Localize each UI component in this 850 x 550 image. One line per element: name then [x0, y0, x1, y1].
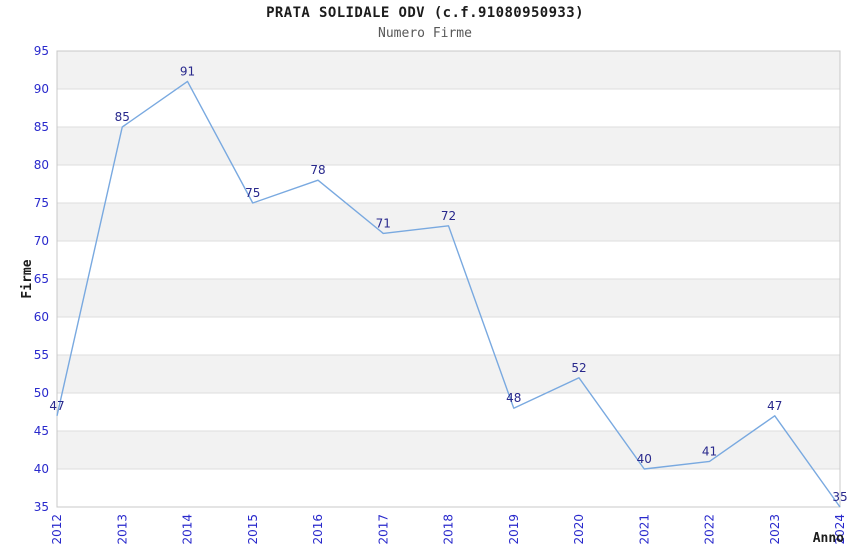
x-tick-label: 2024	[833, 514, 847, 545]
series-line	[56, 80, 841, 508]
chart-title: PRATA SOLIDALE ODV (c.f.91080950933)	[266, 5, 584, 21]
x-tick-label: 2022	[703, 514, 717, 545]
x-axis-title: Anno	[813, 531, 844, 546]
data-point-label: 35	[832, 490, 847, 504]
y-tick-label: 50	[34, 386, 49, 400]
y-tick-label: 35	[34, 500, 49, 514]
x-tick-label: 2014	[181, 514, 195, 545]
data-point-label: 72	[441, 209, 456, 223]
x-tick-label: 2018	[442, 514, 456, 545]
data-point-label: 41	[702, 444, 717, 458]
plot-band	[57, 51, 840, 89]
x-tick-label: 2012	[50, 514, 64, 545]
y-tick-label: 85	[34, 120, 49, 134]
data-point-label: 75	[245, 186, 260, 200]
plot-band	[57, 203, 840, 241]
plot-band	[57, 431, 840, 469]
y-tick-label: 45	[34, 424, 49, 438]
y-axis-title: Firme	[20, 259, 35, 298]
plot-band	[57, 127, 840, 165]
y-tick-label: 70	[34, 234, 49, 248]
x-tick-label: 2023	[768, 514, 782, 545]
x-tick-label: 2015	[246, 514, 260, 545]
x-tick-label: 2016	[311, 514, 325, 545]
plot-border	[56, 50, 841, 508]
data-point-label: 85	[115, 110, 130, 124]
plot-band	[57, 279, 840, 317]
y-tick-label: 65	[34, 272, 49, 286]
x-tick-label: 2019	[507, 514, 521, 545]
x-tick-label: 2017	[376, 514, 390, 545]
plot-band	[57, 355, 840, 393]
y-tick-label: 80	[34, 158, 49, 172]
data-point-label: 40	[637, 452, 652, 466]
data-point-label: 47	[49, 399, 64, 413]
x-tick-label: 2021	[637, 514, 651, 545]
y-tick-label: 90	[34, 82, 49, 96]
x-tick-label: 2020	[572, 514, 586, 545]
data-point-label: 78	[310, 163, 325, 177]
y-tick-label: 75	[34, 196, 49, 210]
y-tick-label: 60	[34, 310, 49, 324]
data-point-label: 47	[767, 399, 782, 413]
data-point-label: 91	[180, 64, 195, 78]
y-tick-label: 95	[34, 44, 49, 58]
x-tick-label: 2013	[115, 514, 129, 545]
data-point-label: 48	[506, 391, 521, 405]
y-tick-label: 55	[34, 348, 49, 362]
data-point-label: 52	[571, 361, 586, 375]
y-tick-label: 40	[34, 462, 49, 476]
chart-subtitle: Numero Firme	[378, 26, 472, 41]
data-point-label: 71	[376, 216, 391, 230]
